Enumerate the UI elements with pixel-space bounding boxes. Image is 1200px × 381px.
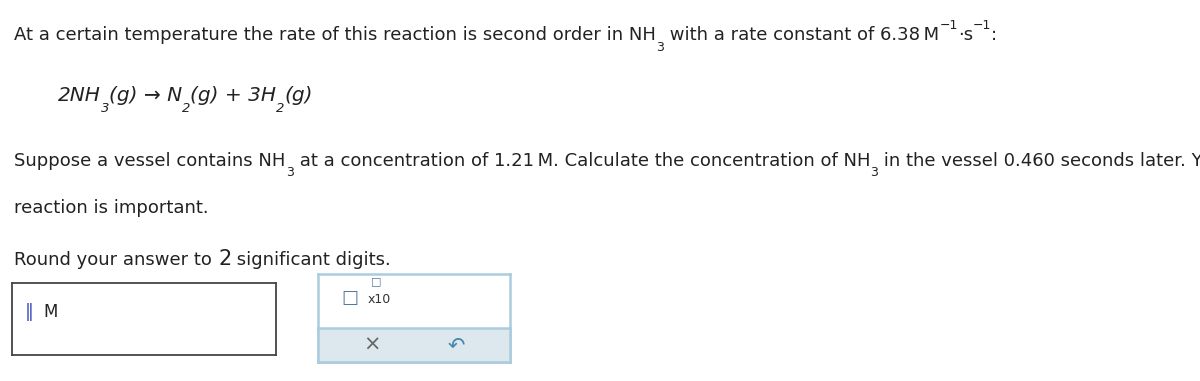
Text: Round your answer to: Round your answer to: [14, 251, 218, 269]
Text: x10: x10: [367, 293, 391, 306]
Text: ‖: ‖: [25, 303, 35, 321]
Text: 2: 2: [276, 102, 284, 115]
Text: 3: 3: [101, 102, 109, 115]
Text: 3: 3: [656, 41, 664, 54]
Text: 3: 3: [286, 166, 294, 179]
Text: 2: 2: [182, 102, 191, 115]
Text: □: □: [341, 289, 358, 307]
Text: ·s: ·s: [958, 26, 973, 44]
Text: 2NH: 2NH: [58, 86, 101, 105]
Text: ×: ×: [364, 335, 380, 355]
Text: (g) + 3H: (g) + 3H: [191, 86, 276, 105]
Text: −1: −1: [940, 19, 958, 32]
Text: Suppose a vessel contains NH: Suppose a vessel contains NH: [14, 152, 286, 170]
Text: (g) → N: (g) → N: [109, 86, 182, 105]
Text: 2: 2: [218, 249, 232, 269]
Text: At a certain temperature the rate of this reaction is second order in NH: At a certain temperature the rate of thi…: [14, 26, 656, 44]
Text: M: M: [43, 303, 58, 321]
Text: :: :: [991, 26, 997, 44]
Text: (g): (g): [284, 86, 313, 105]
Text: at a concentration of 1.21 M. Calculate the concentration of NH: at a concentration of 1.21 M. Calculate …: [294, 152, 870, 170]
Text: ↶: ↶: [448, 335, 464, 355]
Text: in the vessel 0.460 seconds later. You may assume no other: in the vessel 0.460 seconds later. You m…: [878, 152, 1200, 170]
Text: □: □: [371, 276, 382, 286]
Text: 3: 3: [870, 166, 878, 179]
Text: −1: −1: [973, 19, 991, 32]
Text: significant digits.: significant digits.: [232, 251, 391, 269]
Text: reaction is important.: reaction is important.: [14, 199, 209, 217]
Text: with a rate constant of 6.38 M: with a rate constant of 6.38 M: [664, 26, 940, 44]
